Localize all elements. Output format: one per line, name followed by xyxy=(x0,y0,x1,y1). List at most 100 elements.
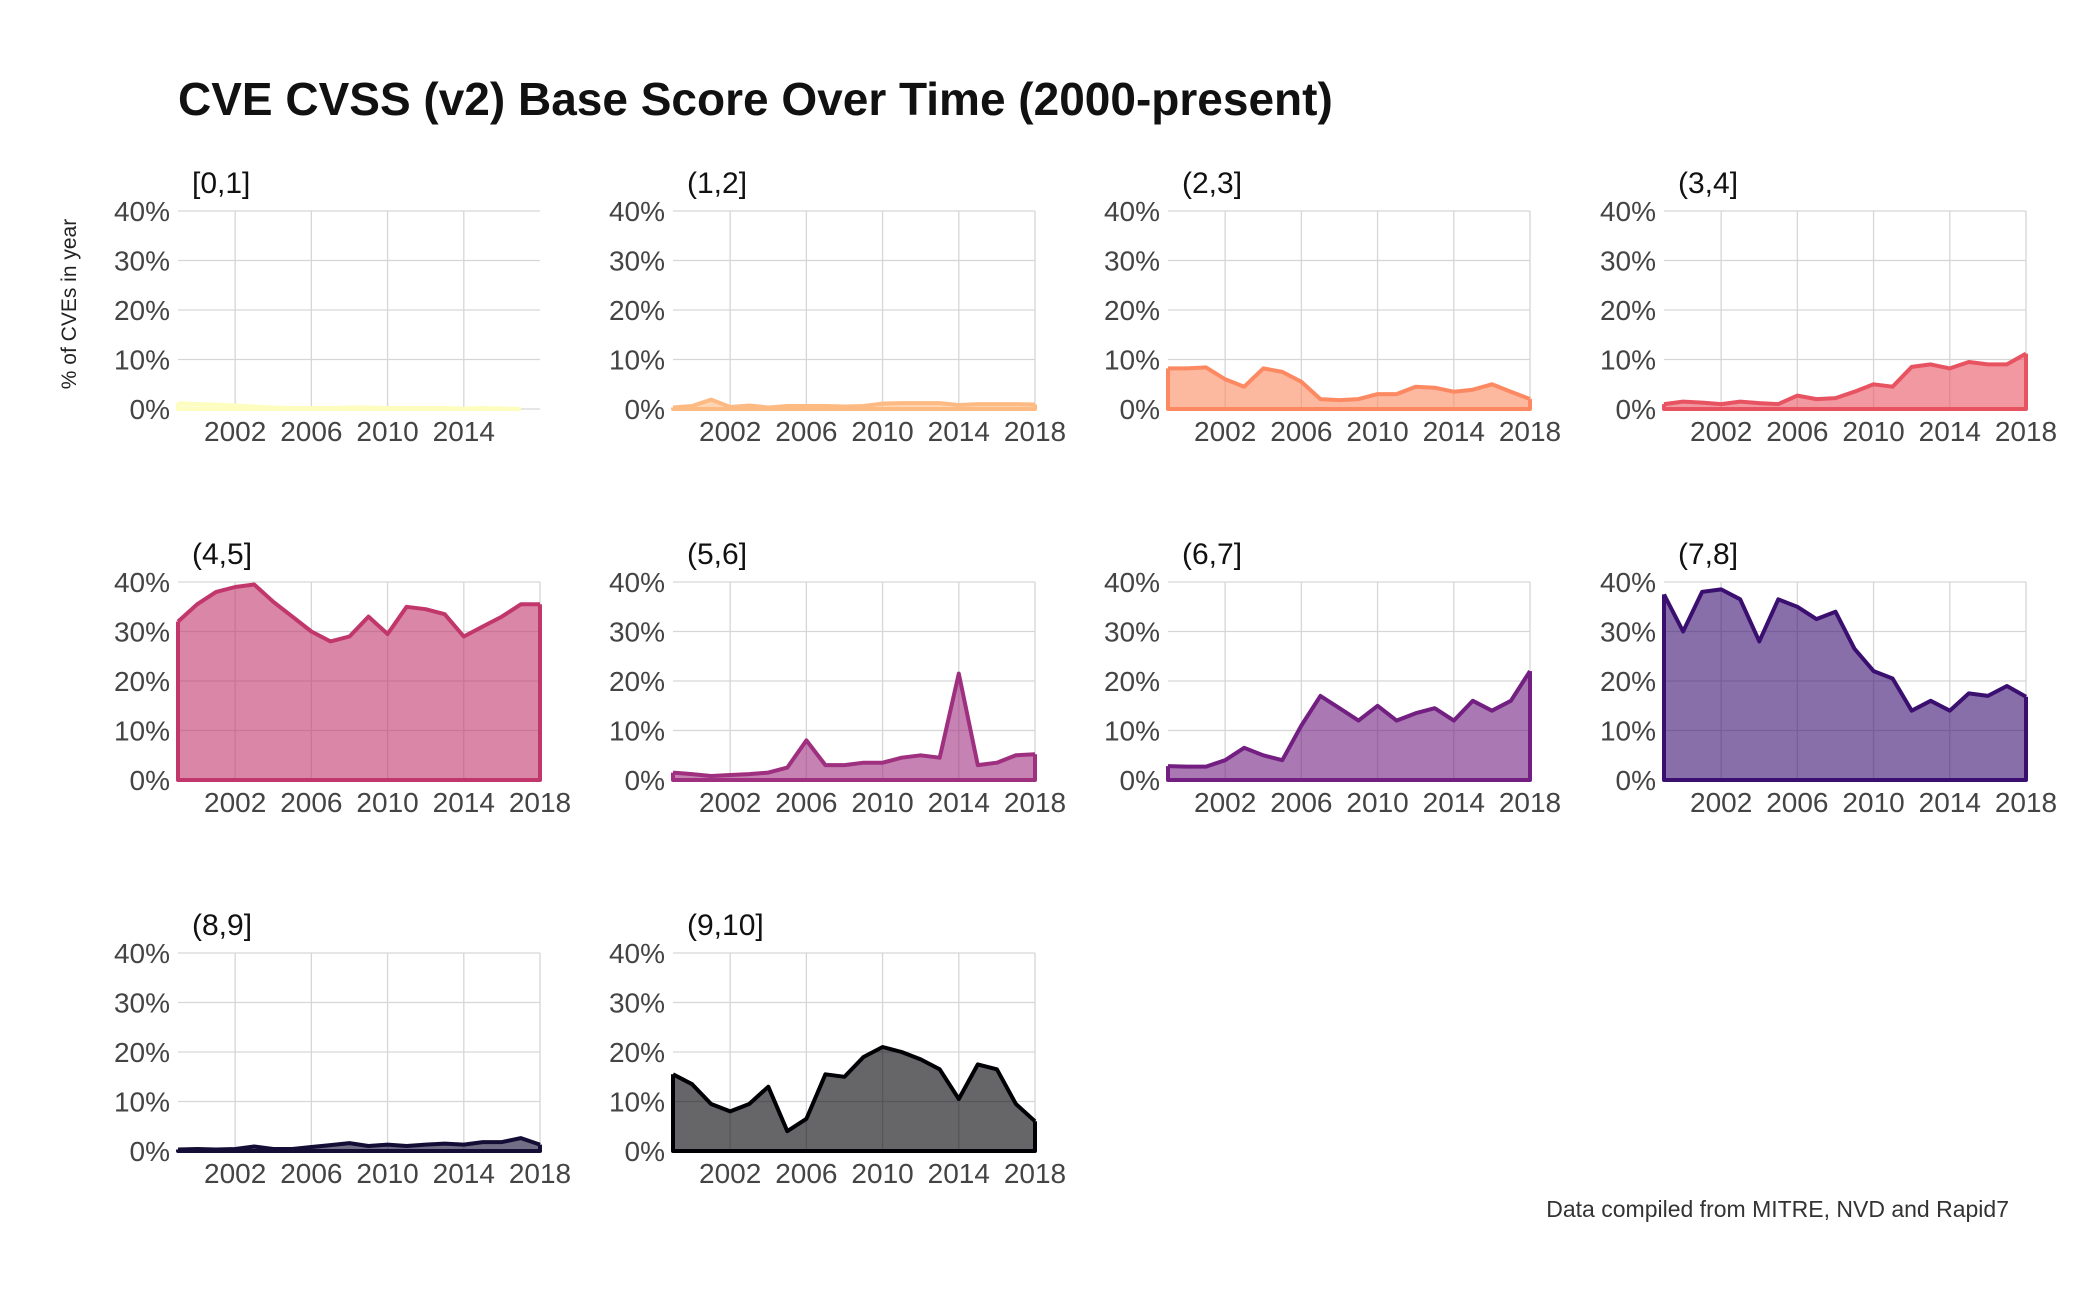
x-tick-label: 2014 xyxy=(1423,416,1485,447)
series-line xyxy=(177,1136,541,1152)
x-tick-label: 2010 xyxy=(1842,416,1904,447)
y-tick-label: 40% xyxy=(1600,567,1656,598)
x-tick-label: 2018 xyxy=(1499,787,1561,818)
x-tick-label: 2010 xyxy=(851,416,913,447)
series-baseline xyxy=(1662,594,2028,782)
y-tick-label: 10% xyxy=(609,1087,665,1118)
x-tick-label: 2018 xyxy=(1004,1158,1066,1189)
y-tick-label: 40% xyxy=(609,567,665,598)
x-tick-label: 2010 xyxy=(1346,416,1408,447)
y-tick-label: 20% xyxy=(1104,295,1160,326)
y-tick-label: 40% xyxy=(609,938,665,969)
y-tick-label: 0% xyxy=(1120,765,1160,796)
y-tick-label: 0% xyxy=(130,394,170,425)
series-baseline xyxy=(1166,671,1532,782)
x-tick-label: 2018 xyxy=(1004,416,1066,447)
x-tick-label: 2010 xyxy=(356,1158,418,1189)
x-tick-label: 2014 xyxy=(1919,787,1981,818)
x-tick-label: 2006 xyxy=(280,1158,342,1189)
x-tick-label: 2002 xyxy=(1690,787,1752,818)
y-tick-label: 20% xyxy=(609,666,665,697)
panel-4-5: (4,5] 0% 10% 20% 30% 40% 2002 2006 2010 2014 2018 xyxy=(114,538,571,818)
facet-label: (9,10] xyxy=(687,909,764,942)
caption: Data compiled from MITRE, NVD and Rapid7 xyxy=(1546,1196,2009,1222)
facet-label: (3,4] xyxy=(1678,167,1738,200)
series-area xyxy=(178,584,540,780)
x-tick-label: 2002 xyxy=(699,1158,761,1189)
y-tick-label: 10% xyxy=(1104,716,1160,747)
series-baseline xyxy=(671,754,1037,782)
y-tick-label: 10% xyxy=(114,716,170,747)
x-tick-label: 2010 xyxy=(1346,787,1408,818)
x-tick-label: 2006 xyxy=(775,416,837,447)
y-tick-label: 20% xyxy=(609,295,665,326)
x-tick-label: 2010 xyxy=(356,416,418,447)
series-area xyxy=(673,399,1035,409)
y-tick-label: 0% xyxy=(625,1136,665,1167)
series-line xyxy=(1663,351,2027,407)
panel-2-3: (2,3] 0% 10% 20% 30% 40% 2002 2006 2010 2014 2018 xyxy=(1104,167,1561,447)
x-tick-label: 2006 xyxy=(280,416,342,447)
facet-label: (2,3] xyxy=(1182,167,1242,200)
x-tick-label: 2018 xyxy=(509,1158,571,1189)
x-tick-label: 2002 xyxy=(1194,787,1256,818)
y-tick-label: 30% xyxy=(114,246,170,277)
series-line xyxy=(1662,587,2027,713)
y-tick-label: 0% xyxy=(1616,765,1656,796)
x-tick-label: 2018 xyxy=(509,787,571,818)
series-baseline xyxy=(671,404,1037,411)
x-tick-label: 2002 xyxy=(1194,416,1256,447)
y-tick-label: 10% xyxy=(114,1087,170,1118)
x-tick-label: 2010 xyxy=(851,787,913,818)
y-tick-label: 20% xyxy=(114,295,170,326)
series-baseline xyxy=(1166,368,1532,411)
y-tick-label: 30% xyxy=(114,617,170,648)
series-area xyxy=(1664,589,2026,780)
x-tick-label: 2002 xyxy=(1690,416,1752,447)
series-line xyxy=(1168,365,1531,403)
y-tick-label: 10% xyxy=(609,716,665,747)
x-tick-label: 2018 xyxy=(1499,416,1561,447)
x-tick-label: 2006 xyxy=(1270,787,1332,818)
series-area xyxy=(1168,367,1530,409)
x-tick-label: 2010 xyxy=(1842,787,1904,818)
y-tick-label: 20% xyxy=(114,666,170,697)
x-tick-label: 2014 xyxy=(433,787,495,818)
x-tick-label: 2014 xyxy=(1423,787,1485,818)
x-tick-label: 2014 xyxy=(928,416,990,447)
x-tick-label: 2014 xyxy=(928,787,990,818)
x-tick-label: 2006 xyxy=(1766,416,1828,447)
chart-title: CVE CVSS (v2) Base Score Over Time (2000… xyxy=(178,73,1333,125)
x-tick-label: 2018 xyxy=(1995,787,2057,818)
y-tick-label: 20% xyxy=(609,1037,665,1068)
y-tick-label: 40% xyxy=(1104,567,1160,598)
facet-label: (7,8] xyxy=(1678,538,1738,571)
y-tick-label: 30% xyxy=(114,988,170,1019)
x-tick-label: 2002 xyxy=(204,1158,266,1189)
facet-label: (8,9] xyxy=(192,909,252,942)
series-baseline xyxy=(1662,353,2028,411)
x-tick-label: 2002 xyxy=(699,787,761,818)
y-tick-label: 20% xyxy=(114,1037,170,1068)
facet-label: (5,6] xyxy=(687,538,747,571)
x-tick-label: 2006 xyxy=(1270,416,1332,447)
y-tick-label: 40% xyxy=(609,196,665,227)
y-tick-label: 40% xyxy=(1104,196,1160,227)
series-line xyxy=(672,397,1036,410)
panel-3-4: (3,4] 0% 10% 20% 30% 40% 2002 2006 2010 2014 2018 xyxy=(1600,167,2057,447)
series-baseline xyxy=(176,1144,542,1153)
x-tick-label: 2002 xyxy=(204,416,266,447)
series-area xyxy=(1664,353,2026,409)
y-tick-label: 30% xyxy=(609,988,665,1019)
y-tick-label: 30% xyxy=(1600,246,1656,277)
y-tick-label: 0% xyxy=(130,1136,170,1167)
series-baseline xyxy=(671,1074,1037,1153)
x-tick-label: 2014 xyxy=(1919,416,1981,447)
series-line xyxy=(1167,670,1532,769)
series-area xyxy=(1168,671,1530,780)
series-line xyxy=(176,582,540,644)
panel-5-6: (5,6] 0% 10% 20% 30% 40% 2002 2006 2010 2014 2018 xyxy=(609,538,1066,818)
y-tick-label: 20% xyxy=(1600,666,1656,697)
y-tick-label: 20% xyxy=(1104,666,1160,697)
